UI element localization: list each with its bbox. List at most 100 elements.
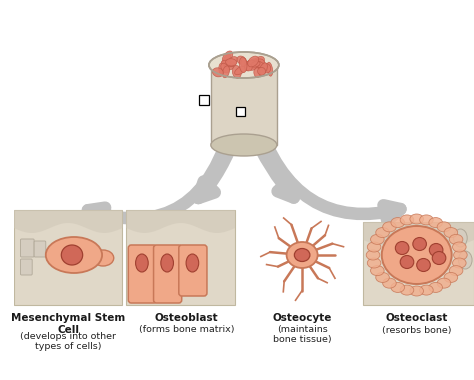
Bar bbox=[363, 222, 474, 305]
Ellipse shape bbox=[453, 242, 466, 252]
Ellipse shape bbox=[449, 234, 463, 244]
Ellipse shape bbox=[287, 242, 318, 268]
Ellipse shape bbox=[429, 218, 442, 228]
Ellipse shape bbox=[224, 61, 230, 68]
Ellipse shape bbox=[400, 215, 414, 225]
Ellipse shape bbox=[254, 68, 261, 78]
Ellipse shape bbox=[247, 60, 255, 66]
Text: (resorbs bone): (resorbs bone) bbox=[382, 326, 451, 335]
Ellipse shape bbox=[226, 59, 237, 66]
Ellipse shape bbox=[454, 250, 467, 260]
Bar bbox=[199, 95, 209, 105]
Ellipse shape bbox=[458, 251, 472, 269]
FancyBboxPatch shape bbox=[20, 239, 34, 257]
Ellipse shape bbox=[241, 58, 246, 66]
FancyBboxPatch shape bbox=[211, 65, 277, 145]
Ellipse shape bbox=[245, 64, 252, 71]
Ellipse shape bbox=[417, 258, 430, 271]
Ellipse shape bbox=[221, 63, 229, 73]
Ellipse shape bbox=[248, 59, 257, 70]
Ellipse shape bbox=[419, 215, 433, 225]
Ellipse shape bbox=[383, 278, 396, 288]
FancyArrowPatch shape bbox=[250, 128, 294, 198]
Ellipse shape bbox=[391, 218, 404, 228]
Ellipse shape bbox=[366, 250, 380, 260]
Ellipse shape bbox=[267, 62, 273, 76]
Text: Osteoblast: Osteoblast bbox=[155, 313, 219, 323]
Text: Osteocyte: Osteocyte bbox=[273, 313, 332, 323]
Ellipse shape bbox=[246, 60, 260, 66]
Ellipse shape bbox=[376, 228, 389, 238]
Ellipse shape bbox=[61, 245, 82, 265]
Ellipse shape bbox=[449, 266, 463, 276]
Ellipse shape bbox=[235, 66, 246, 75]
FancyBboxPatch shape bbox=[34, 241, 46, 257]
Ellipse shape bbox=[256, 59, 265, 68]
Ellipse shape bbox=[237, 56, 246, 65]
Ellipse shape bbox=[223, 54, 231, 64]
FancyArrowPatch shape bbox=[256, 118, 401, 220]
Ellipse shape bbox=[252, 59, 266, 69]
Bar bbox=[14, 210, 122, 305]
Ellipse shape bbox=[367, 258, 381, 268]
Ellipse shape bbox=[444, 228, 458, 238]
Ellipse shape bbox=[161, 254, 173, 272]
Ellipse shape bbox=[429, 282, 442, 293]
Ellipse shape bbox=[186, 254, 199, 272]
FancyBboxPatch shape bbox=[128, 245, 156, 303]
FancyArrowPatch shape bbox=[198, 128, 238, 198]
Ellipse shape bbox=[453, 258, 466, 268]
Ellipse shape bbox=[92, 250, 114, 266]
Ellipse shape bbox=[212, 68, 223, 77]
Ellipse shape bbox=[222, 66, 229, 78]
Ellipse shape bbox=[419, 285, 433, 295]
FancyBboxPatch shape bbox=[179, 245, 207, 296]
Ellipse shape bbox=[259, 63, 267, 76]
Ellipse shape bbox=[383, 222, 396, 232]
Ellipse shape bbox=[221, 60, 236, 67]
Text: (forms bone matrix): (forms bone matrix) bbox=[139, 325, 234, 334]
Ellipse shape bbox=[294, 249, 310, 261]
Ellipse shape bbox=[239, 57, 247, 73]
Ellipse shape bbox=[225, 62, 233, 70]
Ellipse shape bbox=[251, 61, 260, 67]
FancyArrowPatch shape bbox=[88, 118, 234, 222]
Ellipse shape bbox=[367, 242, 381, 252]
Bar bbox=[236, 107, 245, 116]
Text: (develops into other
types of cells): (develops into other types of cells) bbox=[20, 332, 116, 352]
Ellipse shape bbox=[400, 255, 414, 269]
Ellipse shape bbox=[413, 238, 427, 250]
Ellipse shape bbox=[232, 65, 241, 78]
FancyBboxPatch shape bbox=[154, 245, 182, 303]
Ellipse shape bbox=[376, 272, 389, 282]
Ellipse shape bbox=[46, 237, 102, 273]
Ellipse shape bbox=[258, 67, 265, 75]
Ellipse shape bbox=[410, 214, 423, 224]
Ellipse shape bbox=[244, 61, 249, 71]
Ellipse shape bbox=[400, 285, 414, 295]
Ellipse shape bbox=[395, 242, 409, 255]
Ellipse shape bbox=[454, 229, 467, 247]
Ellipse shape bbox=[219, 63, 224, 74]
Ellipse shape bbox=[410, 286, 423, 296]
Ellipse shape bbox=[251, 57, 264, 69]
Text: Mesenchymal Stem
Cell: Mesenchymal Stem Cell bbox=[11, 313, 125, 335]
Ellipse shape bbox=[437, 222, 451, 232]
Ellipse shape bbox=[429, 244, 443, 256]
Ellipse shape bbox=[211, 134, 277, 156]
Ellipse shape bbox=[437, 278, 451, 288]
Ellipse shape bbox=[254, 61, 264, 68]
Bar bbox=[127, 210, 235, 305]
Ellipse shape bbox=[262, 63, 271, 73]
Ellipse shape bbox=[248, 56, 259, 67]
Ellipse shape bbox=[382, 226, 452, 284]
Ellipse shape bbox=[432, 252, 446, 264]
Text: Osteoclast: Osteoclast bbox=[385, 313, 448, 323]
Ellipse shape bbox=[444, 272, 458, 282]
Ellipse shape bbox=[209, 52, 279, 78]
Ellipse shape bbox=[371, 266, 384, 276]
Ellipse shape bbox=[222, 51, 233, 63]
Text: (maintains
bone tissue): (maintains bone tissue) bbox=[273, 325, 331, 344]
Ellipse shape bbox=[227, 57, 237, 67]
FancyBboxPatch shape bbox=[20, 259, 32, 275]
